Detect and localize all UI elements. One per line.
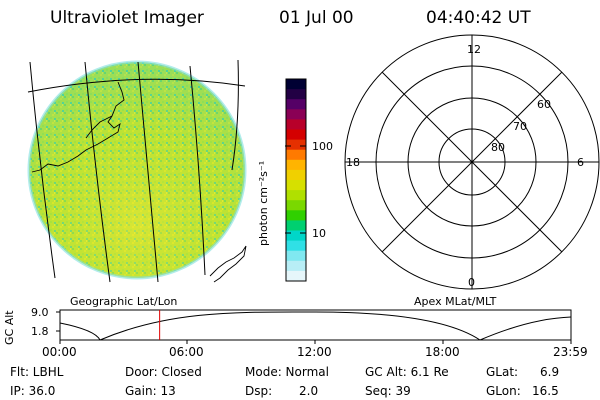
geographic-label: Geographic Lat/Lon (70, 295, 178, 308)
info-gc-alt: GC Alt: 6.1 Re (365, 365, 449, 379)
colorbar-swatch (286, 119, 306, 130)
mlt-label-12: 12 (467, 43, 481, 56)
colorbar-tick-100: 100 (312, 140, 333, 153)
mlat-label-80: 80 (491, 141, 505, 154)
mlt-label-6: 6 (577, 156, 584, 169)
colorbar-swatch (286, 190, 306, 201)
colorbar-swatch (286, 79, 306, 90)
colorbar-swatch (286, 89, 306, 100)
colorbar-ticks (285, 145, 306, 234)
uv-image-disk (27, 60, 247, 280)
info-dsp-label: Dsp: (245, 384, 273, 398)
info-flt: Flt: LBHL (10, 365, 64, 379)
polar-grid (344, 34, 600, 290)
coastline (31, 81, 247, 283)
info-glat-label: GLat: (486, 365, 519, 379)
altitude-plot (56, 309, 572, 344)
xtick-0000: 00:00 (42, 345, 77, 359)
colorbar-swatch (286, 149, 306, 161)
info-seq: Seq: 39 (365, 384, 411, 398)
colorbar-swatch (286, 109, 306, 120)
colorbar-border (285, 78, 307, 282)
altitude-ylabel: GC Alt (3, 310, 16, 345)
colorbar-swatch (286, 230, 306, 242)
colorbar-swatch (286, 200, 306, 211)
xtick-0600: 06:00 (169, 345, 204, 359)
colorbar-swatch (286, 270, 306, 282)
mlt-label-18: 18 (346, 156, 360, 169)
colorbar (285, 78, 307, 282)
info-mode: Mode: Normal (245, 365, 329, 379)
apex-label: Apex MLat/MLT (414, 295, 497, 308)
xtick-2359: 23:59 (553, 345, 588, 359)
instrument-title: Ultraviolet Imager (50, 8, 204, 28)
colorbar-swatch (286, 139, 306, 151)
colorbar-swatch (286, 129, 306, 141)
xtick-1800: 18:00 (425, 345, 460, 359)
geographic-grid (27, 59, 246, 283)
colorbar-swatch (286, 99, 306, 110)
colorbar-swatch (286, 169, 306, 181)
header-date: 01 Jul 00 (279, 8, 354, 28)
colorbar-tick-10: 10 (312, 227, 326, 240)
mlat-label-70: 70 (513, 120, 527, 133)
colorbar-swatch (286, 220, 306, 231)
colorbar-swatch (286, 180, 306, 191)
info-glat-value: 6.9 (540, 365, 560, 379)
info-gain: Gain: 13 (125, 384, 176, 398)
colorbar-swatch (286, 159, 306, 171)
header-time: 04:40:42 UT (426, 8, 531, 28)
info-door: Door: Closed (125, 365, 202, 379)
mlat-label-60: 60 (537, 98, 551, 111)
info-glon-label: GLon: (486, 384, 521, 398)
colorbar-swatch (286, 260, 306, 272)
info-ip: IP: 36.0 (10, 384, 56, 398)
colorbar-swatch (286, 210, 306, 221)
info-dsp-value: 2.0 (299, 384, 319, 398)
mlt-label-0: 0 (468, 276, 475, 289)
colorbar-swatch (286, 240, 306, 252)
colorbar-unit-label: photon cm⁻²s⁻¹ (257, 160, 270, 246)
altitude-ytick-9: 9.0 (31, 306, 49, 319)
xtick-1200: 12:00 (297, 345, 332, 359)
colorbar-swatch (286, 250, 306, 262)
info-glon-value: 16.5 (532, 384, 559, 398)
altitude-ytick-1-8: 1.8 (31, 325, 49, 338)
